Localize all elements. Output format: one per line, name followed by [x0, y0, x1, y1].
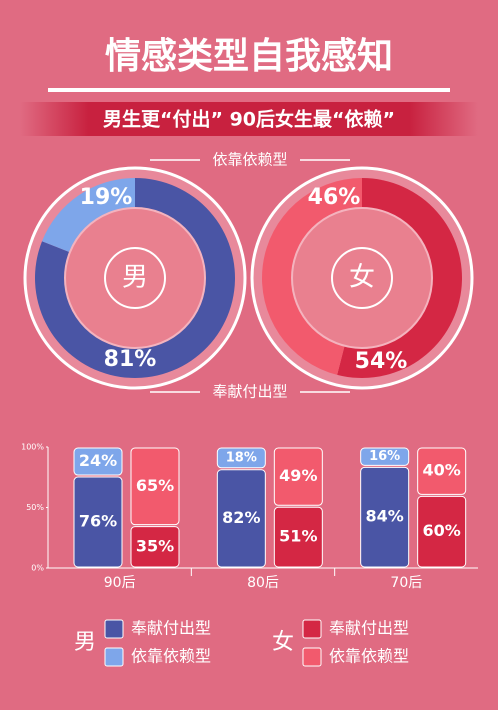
bar-segment — [73, 476, 123, 568]
bar-segment — [216, 469, 266, 568]
legend-swatch — [302, 619, 322, 639]
callout-lines — [150, 159, 350, 393]
bar-value-label: 84% — [366, 507, 404, 526]
donut-value-label: 46% — [308, 185, 361, 210]
legend-swatch — [302, 647, 322, 667]
donut-hole — [291, 207, 433, 349]
bar-segment — [417, 447, 467, 495]
x-tick-label: 70后 — [390, 575, 422, 591]
legend-group-label: 女 — [272, 630, 294, 655]
bar-value-label: 16% — [369, 449, 400, 464]
bar-segment — [360, 466, 410, 568]
title: 情感类型自我感知 — [105, 36, 393, 77]
subtitle: 男生更“付出” 90后女生最“依赖” — [103, 108, 395, 131]
subtitle-band — [20, 102, 478, 136]
bar-value-label: 76% — [79, 512, 117, 531]
donut-value-label: 81% — [104, 347, 157, 372]
center-badge — [104, 247, 166, 309]
legend-label: 奉献付出型 — [131, 619, 211, 638]
title-rule — [48, 88, 450, 92]
x-tick-label: 80后 — [247, 575, 279, 591]
bar-value-label: 40% — [423, 461, 461, 480]
bar-segment — [360, 447, 410, 466]
donut-hole — [64, 207, 206, 349]
callout-label: 奉献付出型 — [212, 383, 287, 401]
bar-value-label: 82% — [222, 508, 260, 527]
bar-value-label: 51% — [279, 527, 317, 546]
legend-label: 奉献付出型 — [329, 619, 409, 638]
x-tick-label: 90后 — [104, 575, 136, 591]
donut-value-label: 19% — [80, 185, 133, 210]
bar-segment — [130, 526, 180, 568]
donut-segment — [262, 178, 362, 375]
bar-segment — [216, 447, 266, 469]
bar-value-label: 18% — [226, 450, 257, 465]
legend-swatch — [104, 647, 124, 667]
bar-segment — [73, 447, 123, 476]
donut-value-label: 54% — [355, 349, 408, 374]
y-tick-label: 50% — [26, 503, 44, 512]
callout-label: 依靠依赖型 — [212, 151, 287, 169]
legend-label: 依靠依赖型 — [329, 647, 409, 666]
y-tick-label: 100% — [21, 443, 44, 452]
bar-value-label: 60% — [423, 521, 461, 540]
bar-segment — [273, 447, 323, 506]
y-tick-label: 0% — [31, 564, 44, 573]
center-label: 男 — [122, 263, 148, 293]
legend-swatch — [104, 619, 124, 639]
donut-segment — [337, 178, 462, 378]
bar-segment — [273, 506, 323, 568]
bar-segment — [130, 447, 180, 526]
bar-value-label: 65% — [136, 476, 174, 495]
legend-label: 依靠依赖型 — [131, 647, 211, 666]
donut-segment — [42, 178, 135, 253]
legend-group-label: 男 — [74, 630, 96, 655]
center-label: 女 — [349, 263, 375, 293]
bar-segment — [417, 495, 467, 568]
bar-value-label: 35% — [136, 536, 174, 555]
bar-value-label: 49% — [279, 466, 317, 485]
center-badge — [331, 247, 393, 309]
bar-value-label: 24% — [79, 451, 117, 470]
